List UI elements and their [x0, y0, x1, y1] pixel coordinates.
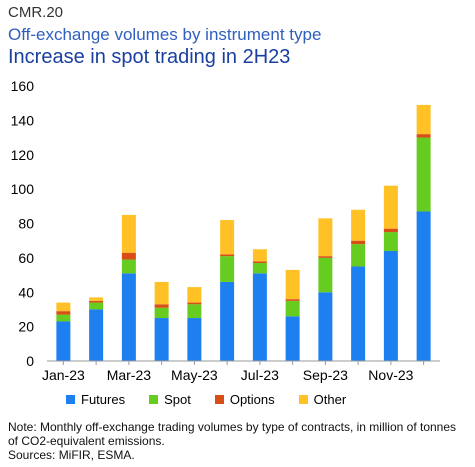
legend-swatch-other — [298, 395, 308, 404]
bar-segment-futures — [383, 251, 398, 361]
bar-segment-futures — [416, 211, 431, 361]
bar-segment-options — [56, 311, 71, 315]
y-tick-label: 160 — [11, 78, 35, 94]
bar-segment-spot — [187, 304, 202, 319]
x-tick-label: Mar-23 — [107, 367, 152, 383]
y-tick-label: 60 — [18, 250, 34, 266]
bar-segment-other — [351, 209, 366, 241]
x-tick-label: May-23 — [171, 367, 218, 383]
y-tick-label: 120 — [11, 147, 35, 163]
bar-segment-futures — [351, 266, 366, 361]
bar-segment-spot — [252, 263, 267, 274]
legend-label: Spot — [164, 392, 191, 407]
y-tick-label: 20 — [18, 319, 34, 335]
bar-segment-other — [383, 185, 398, 229]
note-sources: Sources: MiFIR, ESMA. — [8, 448, 135, 462]
bar-segment-other — [220, 220, 235, 255]
stacked-bar-chart: 0 20 40 60 80 100 120 140 160 Jan-23 Mar-23 May-23… — [11, 78, 440, 383]
legend-item-futures: Futures — [66, 392, 125, 407]
bar-segment-spot — [351, 244, 366, 267]
note-text: Note: Monthly off-exchange trading volum… — [8, 420, 457, 448]
bar-segment-options — [383, 228, 398, 233]
bar-segment-options — [351, 240, 366, 245]
x-tick-label: Nov-23 — [368, 367, 413, 383]
bar-segment-options — [416, 134, 431, 138]
legend: Futures Spot Options Other — [66, 392, 346, 407]
bar-segment-futures — [187, 318, 202, 361]
bar-segment-futures — [154, 318, 169, 361]
y-axis: 0 20 40 60 80 100 120 140 160 — [11, 78, 35, 369]
bar-segment-other — [187, 287, 202, 303]
legend-item-options: Options — [214, 392, 275, 407]
bar-segment-spot — [285, 300, 300, 317]
x-axis: Jan-23 Mar-23 May-23 Jul-23 Sep-23 Nov-23 — [42, 360, 440, 383]
bar-segment-other — [252, 249, 267, 262]
bar-segment-futures — [220, 281, 235, 361]
bar-segment-options — [187, 302, 202, 305]
y-tick-label: 40 — [18, 284, 34, 300]
bar-segment-other — [89, 297, 104, 301]
figure-code: CMR.20 — [8, 4, 64, 21]
legend-label: Other — [313, 392, 347, 407]
legend-swatch-futures — [66, 395, 75, 404]
bar-segment-futures — [121, 273, 136, 361]
bar-segment-spot — [56, 314, 71, 322]
bar-segment-options — [121, 252, 136, 260]
bar-segment-spot — [383, 232, 398, 251]
bar-segment-futures — [89, 309, 104, 361]
bar-segment-other — [121, 214, 136, 253]
bar-segment-options — [285, 299, 300, 301]
legend-item-spot: Spot — [149, 392, 191, 407]
legend-item-other: Other — [298, 392, 347, 407]
bar-segment-other — [318, 218, 333, 257]
legend-label: Options — [229, 392, 275, 407]
legend-swatch-options — [214, 395, 224, 404]
x-tick-label: Jul-23 — [241, 367, 279, 383]
bar-segment-spot — [121, 259, 136, 274]
bar-segment-options — [154, 304, 169, 308]
bar-segment-other — [154, 281, 169, 305]
bar-segment-options — [318, 256, 333, 258]
bar-segment-options — [89, 300, 104, 303]
bar-segment-options — [252, 261, 267, 264]
bar-segment-futures — [56, 321, 71, 361]
chart-note: Note: Monthly off-exchange trading volum… — [8, 420, 468, 462]
bar-segment-spot — [416, 137, 431, 212]
bar-segment-futures — [318, 292, 333, 361]
x-tick-label: Jan-23 — [42, 367, 85, 383]
bar-segment-spot — [318, 257, 333, 293]
y-tick-label: 0 — [26, 353, 34, 369]
bar-segment-other — [416, 104, 431, 135]
legend-swatch-spot — [149, 395, 159, 404]
chart-subtitle: Off-exchange volumes by instrument type — [8, 25, 322, 44]
bar-segment-options — [220, 254, 235, 257]
bar-segment-other — [285, 269, 300, 300]
bar-segment-futures — [285, 316, 300, 361]
bar-segment-spot — [89, 302, 104, 310]
chart-title: Increase in spot trading in 2H23 — [8, 46, 291, 68]
y-tick-label: 80 — [18, 216, 34, 232]
bar-segment-spot — [154, 307, 169, 319]
y-tick-label: 100 — [11, 181, 35, 197]
bar-segment-futures — [252, 273, 267, 361]
bars — [56, 104, 431, 361]
x-tick-label: Sep-23 — [303, 367, 348, 383]
bar-segment-other — [56, 302, 71, 312]
bar-segment-spot — [220, 256, 235, 282]
y-tick-label: 140 — [11, 112, 35, 128]
legend-label: Futures — [81, 392, 126, 407]
